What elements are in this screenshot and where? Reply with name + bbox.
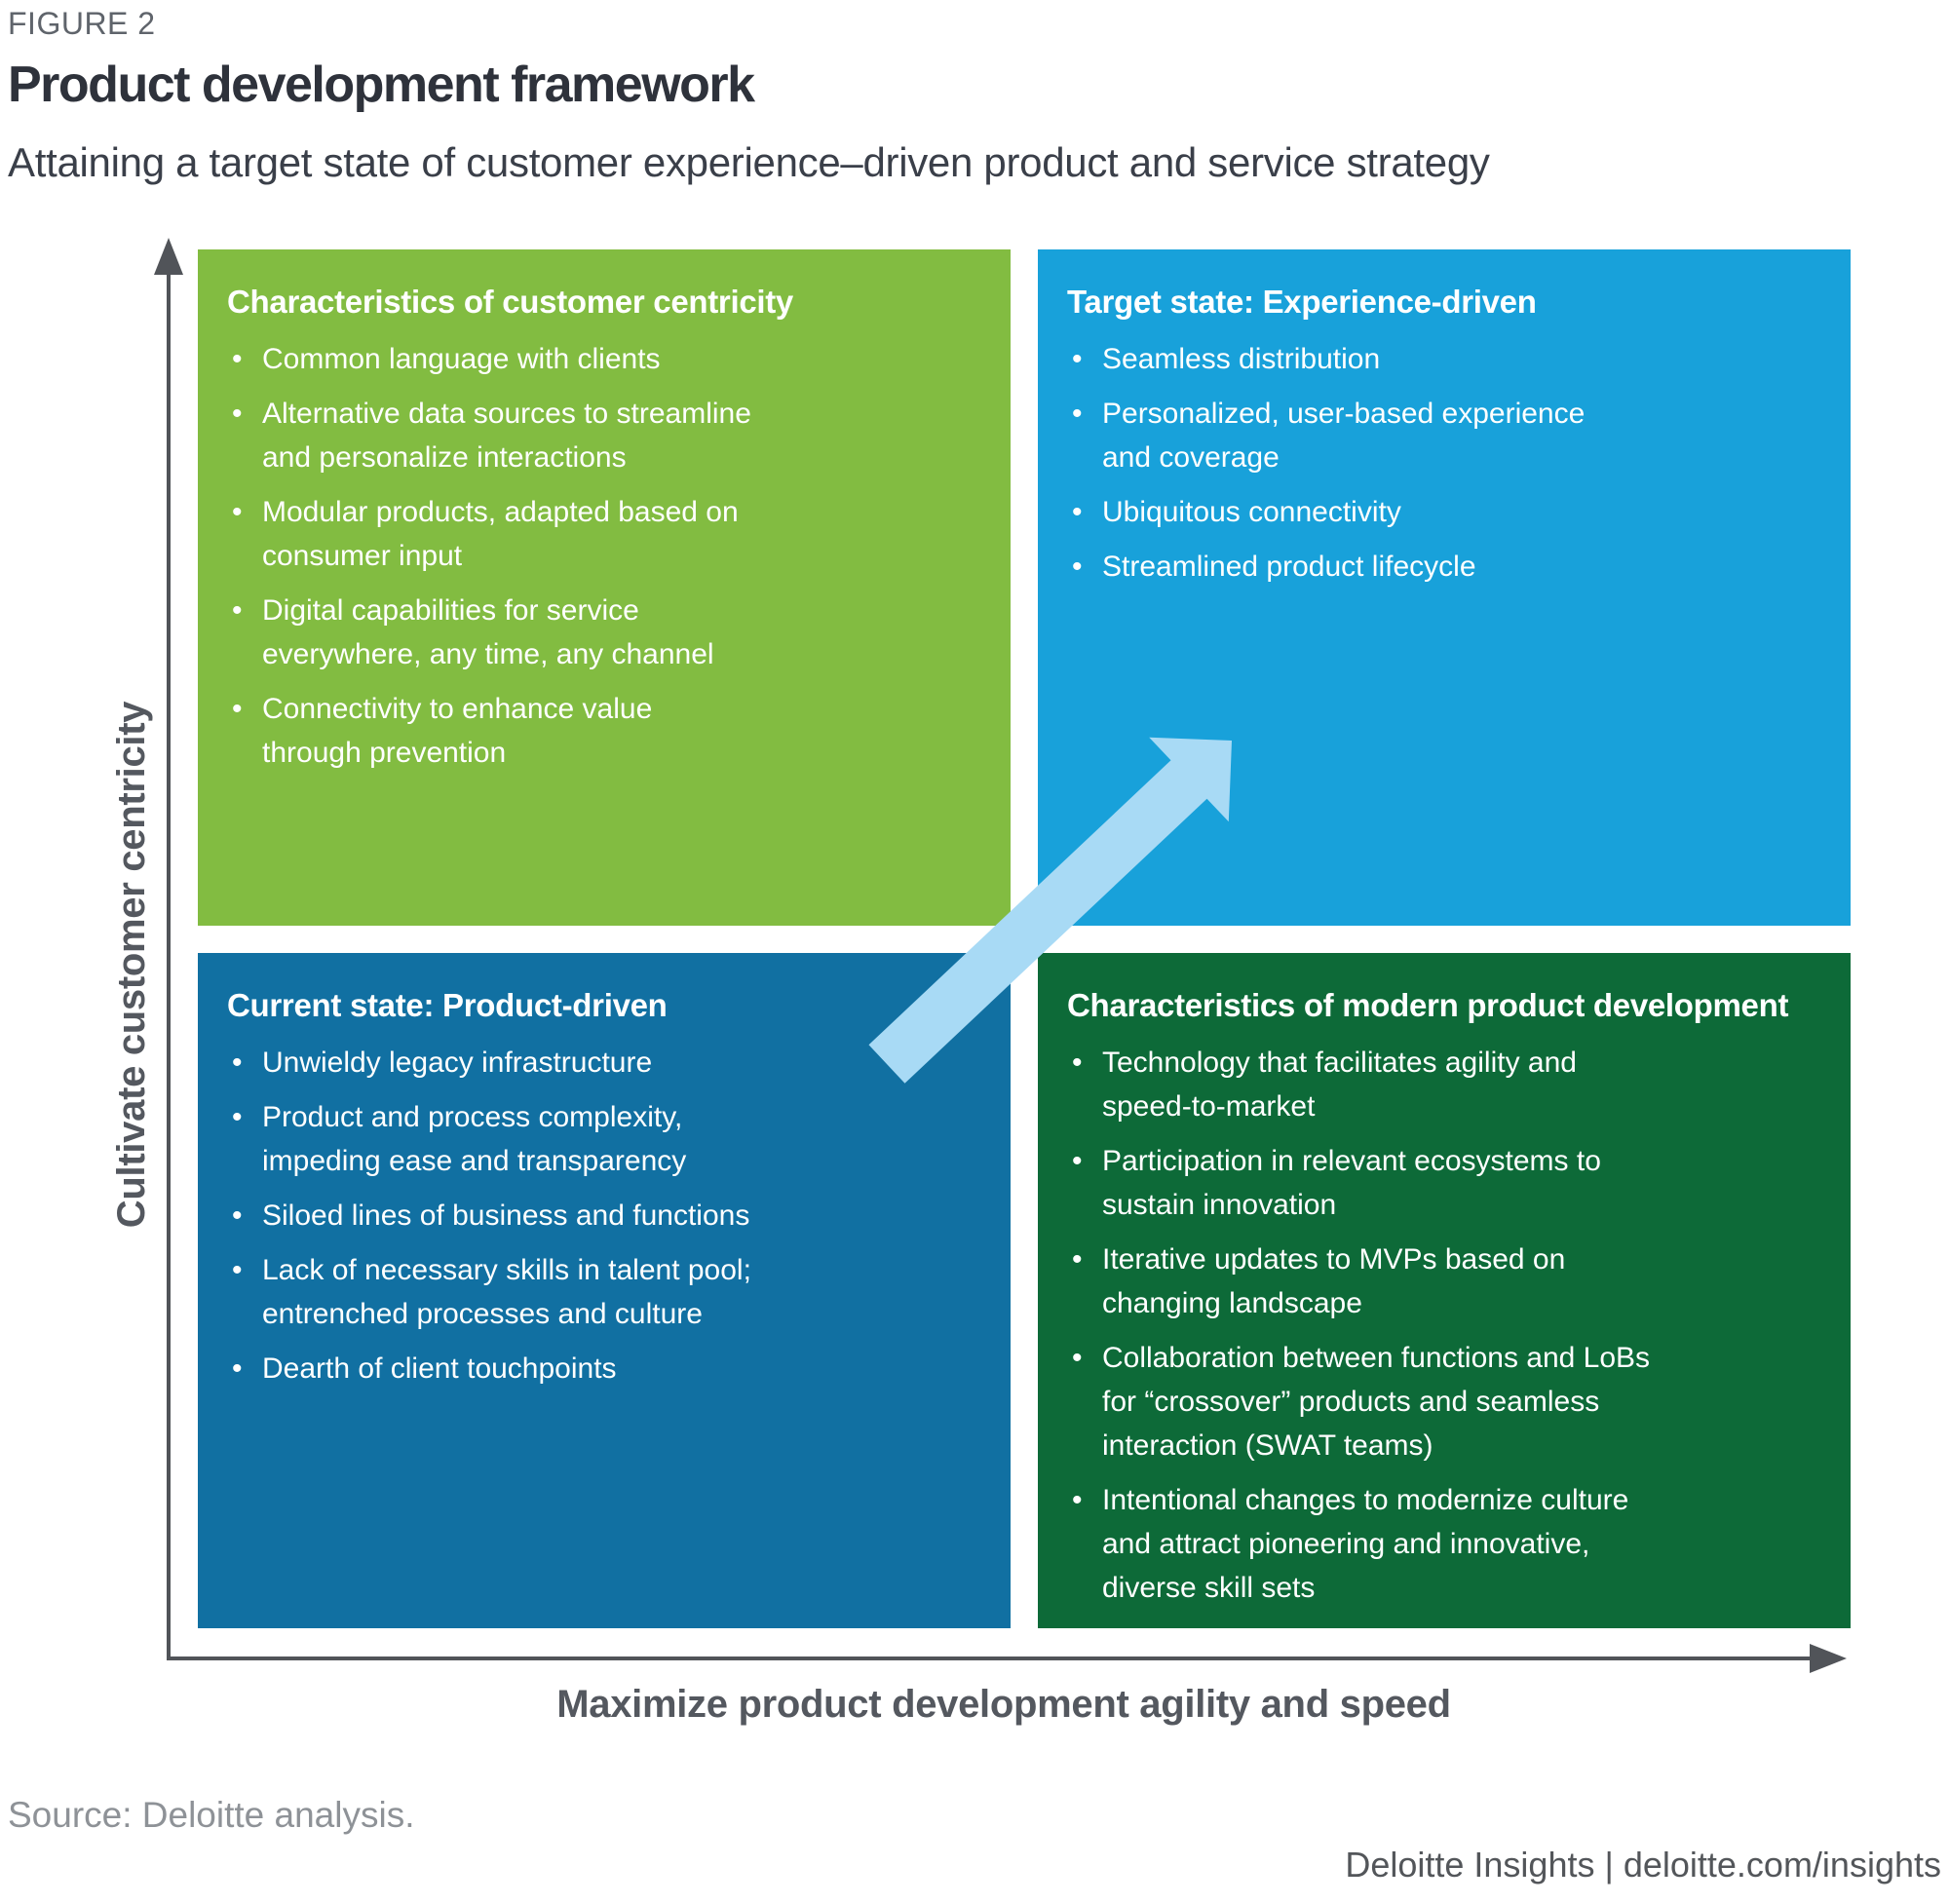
bullet-item: Siloed lines of business and functions [227,1194,987,1238]
bullet-item: Digital capabilities for service everywh… [227,589,987,676]
quadrant-modern-product-development: Characteristics of modern product develo… [1038,953,1851,1628]
page-title: Product development framework [8,57,755,113]
bullet-item: Common language with clients [227,337,987,381]
figure-number: FIGURE 2 [8,6,156,41]
bullet-item: Personalized, user-based experience and … [1067,392,1827,479]
bullet-list: Common language with clients Alternative … [227,337,987,775]
quadrant-title: Characteristics of customer centricity [227,284,793,320]
bullet-item: Modular products, adapted based on consu… [227,490,987,578]
quadrant-title: Target state: Experience-driven [1067,284,1537,320]
bullet-item: Alternative data sources to streamline a… [227,392,987,479]
page-subtitle: Attaining a target state of customer exp… [8,139,1490,185]
quadrant-customer-centricity: Characteristics of customer centricity C… [198,249,1011,926]
quadrant-current-state: Current state: Product-driven Unwieldy l… [198,953,1011,1628]
quadrant-target-state: Target state: Experience-driven Seamless… [1038,249,1851,926]
x-axis-label: Maximize product development agility and… [556,1683,1451,1726]
x-axis-arrow-icon [1810,1644,1847,1673]
bullet-item: Dearth of client touchpoints [227,1347,987,1390]
bullet-list: Seamless distribution Personalized, user-… [1067,337,1827,589]
quadrant-title: Characteristics of modern product develo… [1067,987,1789,1023]
bullet-item: Connectivity to enhance value through pr… [227,687,987,775]
y-axis-arrow-icon [154,238,183,275]
y-axis-label: Cultivate customer centricity [110,701,153,1229]
bullet-item: Streamlined product lifecycle [1067,545,1827,589]
bullet-item: Seamless distribution [1067,337,1827,381]
bullet-item: Collaboration between functions and LoBs… [1067,1336,1827,1467]
bullet-list: Technology that facilitates agility and … [1067,1041,1827,1610]
bullet-item: Lack of necessary skills in talent pool;… [227,1248,987,1336]
bullet-item: Ubiquitous connectivity [1067,490,1827,534]
bullet-item: Technology that facilitates agility and … [1067,1041,1827,1128]
bullet-item: Product and process complexity, impeding… [227,1095,987,1183]
bullet-item: Unwieldy legacy infrastructure [227,1041,987,1085]
bullet-item: Intentional changes to modernize culture… [1067,1478,1827,1610]
bullet-item: Participation in relevant ecosystems to … [1067,1139,1827,1227]
quadrant-title: Current state: Product-driven [227,987,668,1023]
bullet-list: Unwieldy legacy infrastructure Product an… [227,1041,987,1390]
bullet-item: Iterative updates to MVPs based on chang… [1067,1238,1827,1325]
source-note: Source: Deloitte analysis. [8,1795,415,1835]
brand-footer: Deloitte Insights | deloitte.com/insight… [1345,1845,1941,1885]
